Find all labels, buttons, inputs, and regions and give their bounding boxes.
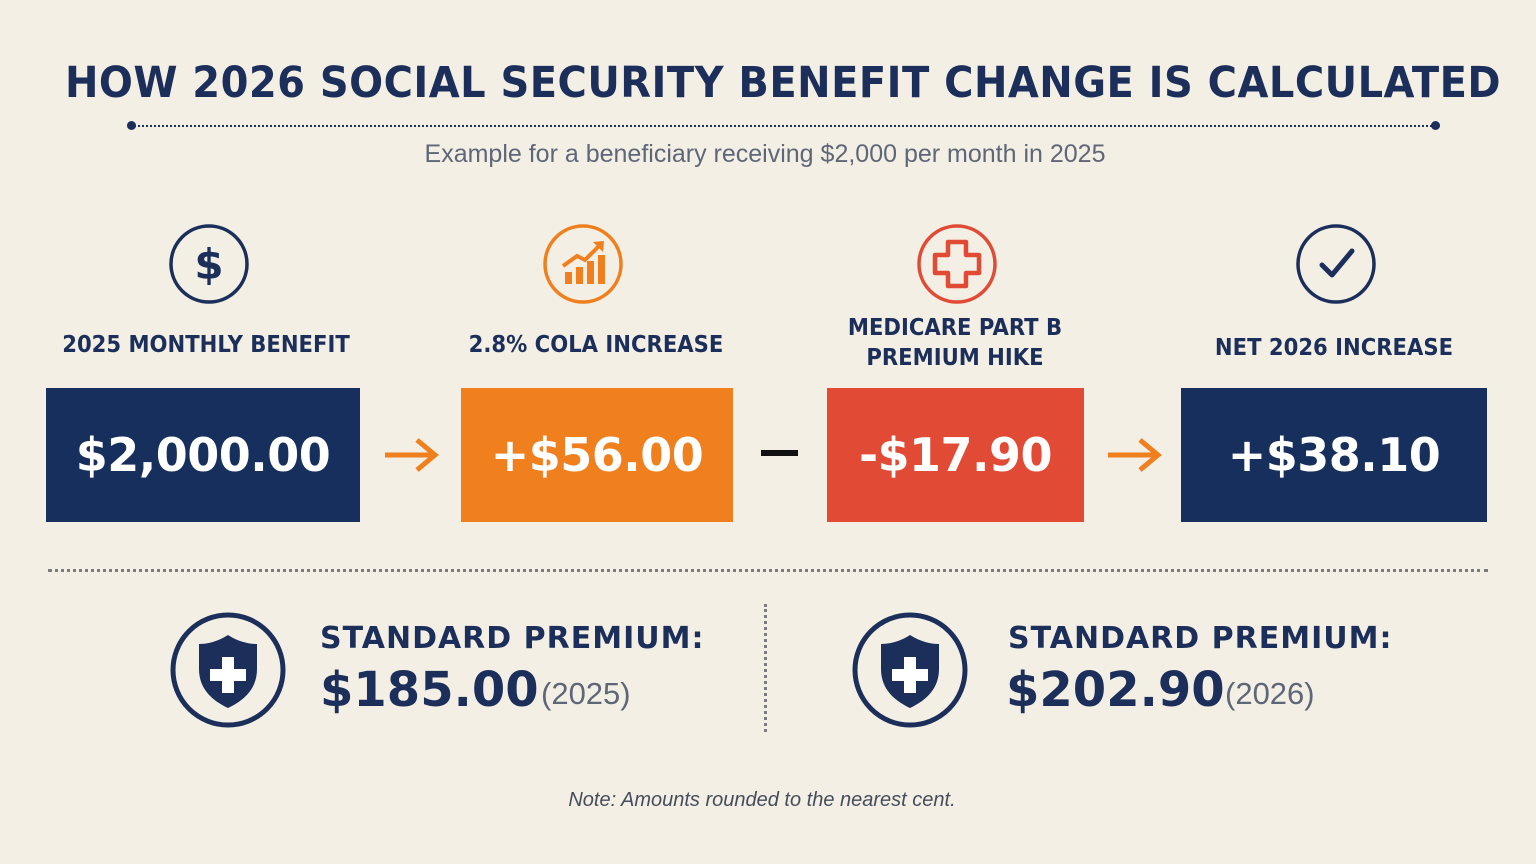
value-box-monthly-benefit: $2,000.00 [46, 388, 360, 522]
premium-divider [764, 604, 767, 732]
section-divider [48, 569, 1488, 572]
premium-2026-amount: $202.90 [1006, 662, 1225, 718]
premium-2026-label: STANDARD PREMIUM: [1008, 621, 1393, 656]
minus-icon [761, 448, 799, 458]
dollar-icon: $ [169, 224, 249, 304]
title-divider-right-dot [1431, 121, 1440, 130]
title-divider [131, 125, 1435, 127]
step-label-medicare-line2: PREMIUM HIKE [866, 345, 1044, 371]
page-title: HOW 2026 SOCIAL SECURITY BENEFIT CHANGE … [64, 58, 1502, 108]
shield-cross-icon [169, 611, 287, 729]
checkmark-icon [1296, 224, 1376, 304]
step-label-net-increase: NET 2026 INCREASE [1214, 335, 1454, 361]
value-box-cola: +$56.00 [461, 388, 733, 522]
step-label-cola: 2.8% COLA INCREASE [468, 332, 724, 358]
premium-2026-year: (2026) [1225, 676, 1315, 711]
step-label-medicare: MEDICARE PART B PREMIUM HIKE [809, 313, 1102, 373]
page-subtitle: Example for a beneficiary receiving $2,0… [424, 140, 1106, 168]
value-box-medicare: -$17.90 [827, 388, 1084, 522]
premium-2025-label: STANDARD PREMIUM: [320, 621, 705, 656]
premium-2025-year: (2025) [541, 676, 631, 711]
premium-2025-amount: $185.00 [320, 662, 539, 718]
arrow-right-icon [383, 436, 441, 474]
value-box-net-increase: +$38.10 [1181, 388, 1487, 522]
shield-cross-icon [851, 611, 969, 729]
footnote: Note: Amounts rounded to the nearest cen… [568, 789, 956, 811]
title-divider-left-dot [127, 121, 136, 130]
step-label-monthly-benefit: 2025 MONTHLY BENEFIT [62, 332, 350, 358]
arrow-right-icon [1106, 436, 1164, 474]
svg-text:$: $ [194, 240, 223, 289]
step-label-medicare-line1: MEDICARE PART B [847, 315, 1063, 341]
medical-cross-icon [917, 224, 997, 304]
rising-chart-icon [543, 224, 623, 304]
